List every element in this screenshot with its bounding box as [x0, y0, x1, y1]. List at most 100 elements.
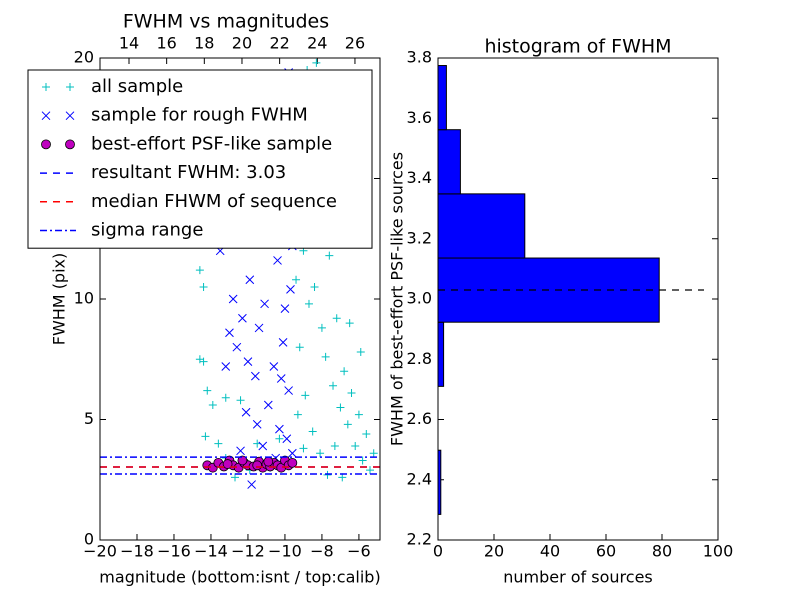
x-tick-label: 0 — [433, 542, 443, 561]
y-tick-label: 2.2 — [407, 530, 432, 549]
plus-point — [321, 352, 330, 361]
plus-point — [292, 275, 301, 284]
plus-point — [199, 357, 208, 366]
x-point — [258, 441, 268, 451]
bar — [437, 129, 461, 195]
x-point — [221, 362, 231, 371]
x-tick-label: 60 — [596, 542, 616, 561]
x-tick-label: 40 — [540, 542, 560, 561]
x-point — [269, 362, 279, 371]
x-point — [245, 275, 255, 285]
y-tick-label: 2.8 — [407, 349, 432, 368]
plus-point — [236, 396, 245, 405]
bar — [437, 321, 445, 387]
x-point — [238, 313, 247, 323]
top-tick-label: 26 — [345, 34, 365, 53]
top-tick-label: 24 — [307, 34, 327, 53]
plus-point — [295, 343, 304, 352]
y-axis-label: FWHM of best-effort PSF-like sources — [388, 152, 407, 446]
plus-point — [201, 432, 210, 441]
circle-point — [263, 456, 274, 467]
x-point — [65, 111, 75, 121]
plus-point — [354, 410, 363, 419]
x-point — [41, 111, 51, 121]
legend-label: median FHWM of sequence — [91, 191, 337, 212]
y-tick-label: 2.6 — [407, 409, 432, 428]
y-tick-label: 2.4 — [407, 469, 432, 488]
legend-label: sample for rough FWHM — [91, 105, 308, 126]
legend-label: best-effort PSF-like sample — [91, 133, 332, 154]
plus-point — [316, 449, 325, 458]
circle-point — [41, 139, 51, 150]
plus-point — [310, 282, 319, 291]
plus-point — [336, 403, 345, 412]
x-point — [263, 400, 273, 410]
plus-point — [356, 348, 365, 357]
x-point — [225, 328, 234, 338]
plus-point — [203, 386, 212, 395]
plus-point — [345, 319, 354, 328]
top-tick-label: 22 — [269, 34, 289, 53]
x-tick-label: −20 — [83, 542, 117, 561]
top-tick-label: 20 — [232, 34, 252, 53]
x-tick-label: −6 — [347, 542, 371, 561]
circle-point — [252, 460, 263, 471]
plus-point — [340, 367, 349, 376]
plus-point — [293, 410, 302, 419]
x-tick-label: 20 — [484, 542, 504, 561]
x-tick-label: 80 — [652, 542, 672, 561]
y-tick-label: 5 — [84, 409, 94, 428]
plus-point — [275, 434, 284, 443]
bar — [437, 65, 447, 131]
plot-area — [100, 58, 380, 489]
x-point — [282, 434, 292, 444]
x-tick-label: −16 — [157, 542, 191, 561]
top-tick-label: 18 — [194, 34, 214, 53]
chart-title: histogram of FWHM — [484, 36, 671, 58]
plus-point — [325, 251, 334, 260]
axes-frame — [437, 57, 719, 541]
plus-point — [66, 83, 74, 91]
y-tick-label: 3.6 — [407, 108, 432, 127]
y-axis-label: FWHM (pix) — [50, 253, 69, 346]
plus-point — [329, 381, 338, 390]
y-tick-label: 3.2 — [407, 228, 432, 247]
x-point — [254, 323, 264, 333]
legend-label: resultant FWHM: 3.03 — [91, 162, 286, 183]
x-tick-label: −14 — [194, 542, 228, 561]
top-tick-label: 16 — [156, 34, 176, 53]
legend-label: all sample — [91, 76, 183, 97]
x-axis-label: magnitude (bottom:isnt / top:calib) — [99, 568, 380, 587]
x-point — [275, 424, 284, 434]
circle-point — [237, 455, 248, 466]
y-tick-label: 3.8 — [407, 48, 432, 67]
x-point — [260, 299, 269, 309]
x-point — [243, 357, 253, 367]
plus-point — [366, 466, 375, 475]
x-tick-label: −10 — [268, 542, 302, 561]
plus-point — [358, 456, 367, 465]
x-point — [273, 256, 282, 265]
plus-point — [301, 391, 310, 400]
plus-point — [221, 393, 230, 402]
x-point — [276, 374, 286, 383]
legend-label: sigma range — [91, 220, 203, 241]
plus-point — [312, 58, 321, 67]
x-point — [232, 342, 242, 352]
plus-point — [330, 442, 339, 451]
circle-point — [287, 457, 298, 468]
x-axis-label: number of sources — [503, 568, 653, 587]
bar — [437, 193, 526, 259]
plus-point — [42, 83, 50, 91]
plus-point — [308, 427, 317, 436]
plus-point — [208, 401, 217, 410]
plus-point — [362, 429, 371, 438]
y-tick-label: 10 — [74, 289, 94, 308]
y-tick-label: 20 — [74, 48, 94, 67]
plus-point — [343, 420, 352, 429]
chart-title: FWHM vs magnitudes — [123, 11, 329, 33]
plus-point — [323, 470, 332, 479]
x-tick-label: −12 — [231, 542, 265, 561]
plus-point — [199, 282, 208, 291]
